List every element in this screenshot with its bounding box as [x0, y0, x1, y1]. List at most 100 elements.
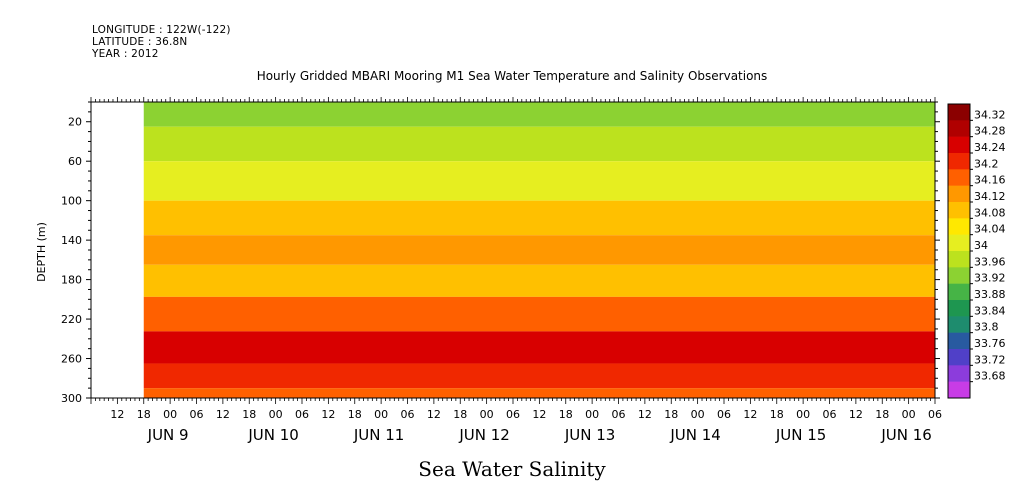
x-hour-label: 18 [348, 408, 362, 421]
depth-band [143, 264, 935, 297]
colorbar-label: 34.28 [974, 125, 1006, 138]
colorbar-swatch [948, 332, 970, 350]
depth-band [143, 235, 935, 265]
y-tick-label: 180 [61, 274, 82, 287]
x-day-label: JUN 14 [669, 426, 720, 444]
x-axis: 12 18 00 06 12 18 00 06 12 18 00 06 12 18 00 06 12 18 00 06… [90, 97, 942, 444]
colorbar-label: 33.84 [974, 304, 1006, 317]
x-hour-label: 06 [401, 408, 415, 421]
colorbar-label: 33.92 [974, 272, 1006, 285]
y-tick-label: 140 [61, 234, 82, 247]
colorbar-label: 33.8 [974, 321, 999, 334]
x-hour-label: 12 [849, 408, 863, 421]
colorbar-label: 34.04 [974, 223, 1006, 236]
depth-band [143, 126, 935, 162]
y-tick-label: 260 [61, 353, 82, 366]
y-tick-label: 220 [61, 313, 82, 326]
depth-band [143, 296, 935, 332]
x-day-label: JUN 13 [564, 426, 615, 444]
colorbar-swatch [948, 218, 970, 235]
colorbar-label: 34.2 [974, 157, 999, 170]
x-hour-label: 06 [717, 408, 731, 421]
depth-band [143, 161, 935, 201]
x-hour-label: 06 [612, 408, 626, 421]
colorbar-swatch [948, 234, 970, 252]
y-tick-label: 100 [61, 195, 82, 208]
x-hour-label: 12 [110, 408, 124, 421]
x-hour-label: 06 [295, 408, 309, 421]
x-hour-label: 06 [823, 408, 837, 421]
x-day-label: JUN 12 [458, 426, 509, 444]
x-hour-label: 00 [480, 408, 494, 421]
x-axis-label: Sea Water Salinity [418, 457, 606, 481]
depth-band [143, 388, 935, 398]
colorbar-label: 33.96 [974, 255, 1006, 268]
x-hour-label: 18 [770, 408, 784, 421]
year-label: YEAR : 2012 [92, 48, 159, 60]
chart-title: Hourly Gridded MBARI Mooring M1 Sea Wate… [257, 69, 768, 83]
latitude-label: LATITUDE : 36.8N [92, 36, 188, 48]
x-hour-label: 18 [875, 408, 889, 421]
colorbar-swatch [948, 120, 970, 137]
x-hour-label: 18 [664, 408, 678, 421]
x-hour-label: 18 [242, 408, 256, 421]
x-hour-label: 00 [163, 408, 177, 421]
depth-band [143, 331, 935, 364]
colorbar-swatch [948, 316, 970, 333]
y-axis-label: DEPTH (m) [35, 222, 48, 282]
colorbar-label: 33.76 [974, 337, 1006, 350]
x-hour-label: 00 [691, 408, 705, 421]
colorbar: 34.32 34.28 34.24 34.2 34.16 34.12 34.08 34.04 3… [947, 103, 1006, 399]
x-hour-label: 12 [321, 408, 335, 421]
x-hour-label: 12 [638, 408, 652, 421]
x-hour-label: 00 [374, 408, 388, 421]
colorbar-swatch [948, 365, 970, 382]
colorbar-swatch [948, 169, 970, 186]
y-tick-label: 60 [68, 155, 82, 168]
x-hour-label: 00 [902, 408, 916, 421]
colorbar-swatch [948, 267, 970, 284]
x-hour-label: 12 [216, 408, 230, 421]
colorbar-swatch [948, 283, 970, 301]
x-hour-label: 00 [796, 408, 810, 421]
colorbar-label: 34.32 [974, 108, 1006, 121]
x-day-label: JUN 11 [353, 426, 404, 444]
colorbar-swatch [948, 185, 970, 203]
x-hour-label: 18 [453, 408, 467, 421]
colorbar-label: 34.12 [974, 190, 1006, 203]
colorbar-label: 33.88 [974, 288, 1006, 301]
x-hour-label: 00 [585, 408, 599, 421]
x-day-label: JUN 9 [147, 426, 189, 444]
y-axis: 20 60 100 140 180 220 260 300 [61, 101, 940, 405]
y-tick-label: 20 [68, 116, 82, 129]
colorbar-label: 34.08 [974, 206, 1006, 219]
colorbar-swatch [948, 349, 970, 366]
depth-band [143, 363, 935, 389]
x-day-label: JUN 10 [247, 426, 298, 444]
depth-band [143, 102, 935, 127]
colorbar-swatch [948, 104, 970, 121]
colorbar-label: 33.72 [974, 353, 1006, 366]
x-hour-label: 18 [559, 408, 573, 421]
heatmap-field [143, 102, 935, 398]
colorbar-swatch [948, 251, 970, 268]
y-tick-label: 300 [61, 392, 82, 405]
x-hour-label: 12 [743, 408, 757, 421]
colorbar-swatch [948, 381, 970, 399]
x-hour-label: 06 [928, 408, 942, 421]
x-hour-label: 06 [506, 408, 520, 421]
depth-band [143, 200, 935, 236]
x-hour-label: 12 [427, 408, 441, 421]
colorbar-swatch [948, 202, 970, 219]
longitude-label: LONGITUDE : 122W(-122) [92, 24, 231, 36]
x-hour-label: 00 [269, 408, 283, 421]
x-day-label: JUN 15 [775, 426, 826, 444]
colorbar-label: 34.24 [974, 141, 1006, 154]
colorbar-label: 34 [974, 239, 988, 252]
colorbar-swatch [948, 153, 970, 170]
x-hour-label: 06 [190, 408, 204, 421]
colorbar-label: 34.16 [974, 174, 1006, 187]
x-hour-label: 18 [137, 408, 151, 421]
x-day-label: JUN 16 [880, 426, 931, 444]
